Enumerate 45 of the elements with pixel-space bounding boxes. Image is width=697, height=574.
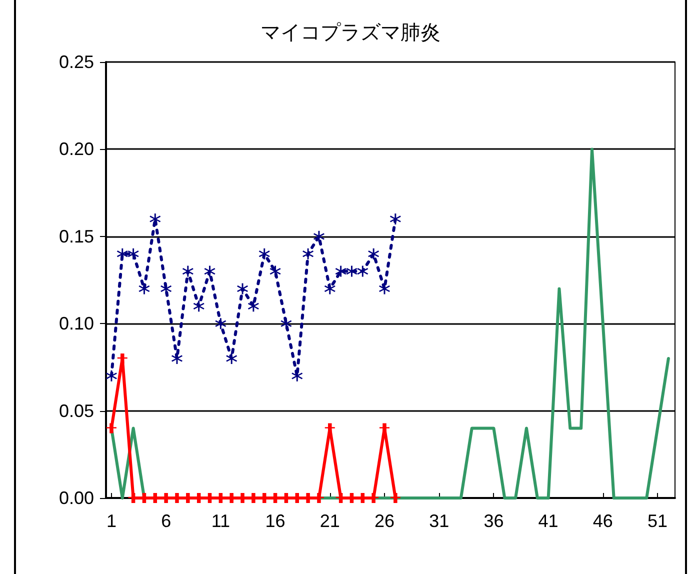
point xyxy=(237,283,248,294)
x-tick-label: 26 xyxy=(374,511,395,531)
x-tick-label: 31 xyxy=(429,511,450,531)
point xyxy=(324,283,336,294)
point xyxy=(258,248,270,260)
y-tick-label: 0.00 xyxy=(58,488,94,508)
point xyxy=(324,423,335,434)
point xyxy=(346,266,358,277)
point xyxy=(390,213,401,224)
point xyxy=(117,353,128,364)
x-tick-label: 16 xyxy=(265,511,286,531)
y-tick-label: 0.05 xyxy=(58,400,94,421)
x-tick-label: 41 xyxy=(538,511,558,531)
point xyxy=(138,283,150,294)
x-tick-label: 11 xyxy=(211,511,230,531)
x-tick-label: 46 xyxy=(592,511,613,531)
y-tick-label: 0.10 xyxy=(58,314,94,334)
point xyxy=(390,493,400,503)
point xyxy=(248,300,259,312)
y-tick-label: 0.20 xyxy=(58,139,94,160)
point xyxy=(335,266,346,277)
point xyxy=(215,318,226,330)
point xyxy=(106,370,117,382)
point xyxy=(357,266,368,277)
x-tick-label: 36 xyxy=(484,511,504,531)
x-tick-label: 51 xyxy=(648,511,668,531)
x-tick-label: 6 xyxy=(161,511,172,531)
point xyxy=(280,318,292,330)
point xyxy=(106,423,116,434)
x-tick-label: 1 xyxy=(106,511,116,531)
point xyxy=(116,248,128,260)
y-tick-label: 0.15 xyxy=(58,226,94,246)
point xyxy=(368,248,380,260)
point xyxy=(128,248,139,260)
point xyxy=(193,300,204,312)
point xyxy=(313,230,324,242)
x-tick-label: 21 xyxy=(320,511,340,531)
point xyxy=(182,266,194,277)
y-tick-label: 0.25 xyxy=(58,52,94,72)
chart-title: マイコプラズマ肺炎 xyxy=(260,22,440,44)
point xyxy=(226,352,238,364)
point xyxy=(204,266,216,277)
point xyxy=(160,283,172,294)
point xyxy=(270,266,281,277)
point xyxy=(302,248,314,260)
